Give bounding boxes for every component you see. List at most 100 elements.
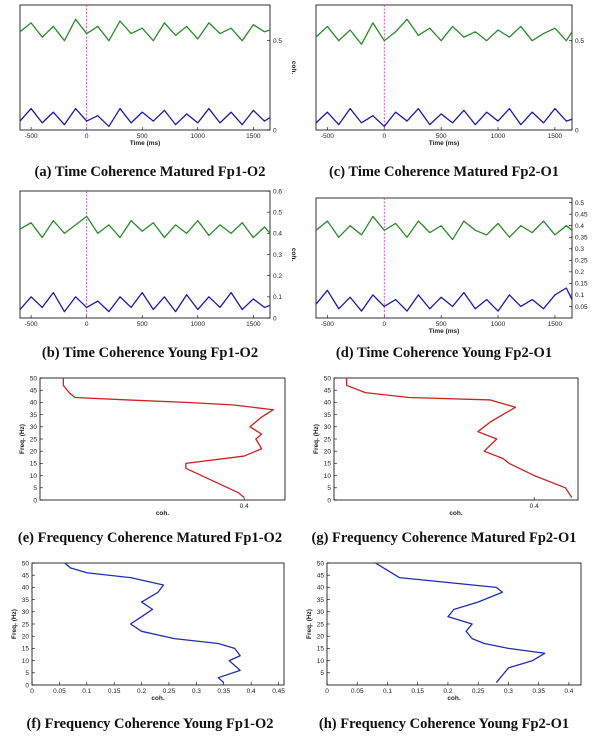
y-tick-label: 40	[22, 585, 30, 592]
y-tick-label: 15	[22, 646, 30, 653]
y-tick-label: 45	[324, 388, 332, 395]
x-axis-label: coh.	[156, 510, 170, 517]
x-tick-label: -500	[321, 133, 334, 140]
plot-frame	[333, 377, 579, 501]
series-line-1	[19, 18, 271, 42]
chart-a: -500 0 500 1000 1500 0 0.5 Time (ms) coh.	[19, 4, 297, 147]
x-tick-label: 0.25	[163, 688, 176, 695]
chart-d: -500 0 500 1000 1500 0.05 0.1 0.15 0.2 0.25 0.3 0.3…	[315, 197, 594, 335]
series-line-2	[19, 291, 271, 313]
y-tick-label: 40	[317, 585, 325, 592]
y-tick-label: 0.5	[575, 200, 584, 207]
x-tick-label: 0.1	[82, 688, 91, 695]
x-tick-label: 1500	[548, 133, 563, 140]
y-tick-label: 0.3	[273, 252, 282, 259]
y-tick-label: 50	[22, 560, 30, 567]
plot-frame	[39, 377, 286, 501]
x-tick-label: 500	[137, 321, 148, 328]
x-tick-label: 1500	[548, 321, 563, 328]
x-tick-label: 1000	[191, 133, 206, 140]
y-tick-label: 0.5	[273, 38, 282, 45]
x-tick-label: 0	[85, 321, 89, 328]
plot-frame	[31, 562, 285, 686]
y-tick-label: 20	[324, 449, 332, 456]
y-tick-label: 35	[30, 412, 38, 419]
caption-e: (e) Frequency Coherence Matured Fp1-O2	[18, 530, 282, 546]
y-tick-label: 50	[324, 375, 332, 382]
x-tick-label: 0.4	[530, 503, 539, 510]
chart-h: 0 0.05 0.1 0.15 0.2 0.25 0.3 0.35 0.4 5 10 15 20 25 30…	[306, 560, 582, 702]
y-axis-label: Freq. (Hz)	[313, 424, 320, 454]
x-tick-label: 1500	[246, 133, 261, 140]
caption-h: (h) Frequency Coherence Young Fp2-O1	[319, 716, 569, 732]
plot-frame	[326, 562, 582, 686]
y-tick-label: 25	[317, 621, 325, 628]
y-tick-label: 5	[320, 670, 324, 677]
y-tick-label: 35	[317, 597, 325, 604]
x-tick-label: 1000	[191, 321, 206, 328]
x-tick-label: 500	[137, 133, 148, 140]
x-tick-label: 0.05	[53, 688, 66, 695]
series-line-2	[315, 287, 573, 312]
plot-frame	[315, 4, 573, 131]
series-line-1	[315, 18, 573, 45]
y-tick-label: 0.5	[575, 38, 584, 45]
y-tick-label: 0	[25, 682, 29, 689]
y-tick-label: 0.45	[575, 211, 588, 218]
y-tick-label: 0.15	[575, 281, 588, 288]
x-tick-label: 0	[325, 688, 329, 695]
x-axis-label: coh.	[447, 695, 461, 702]
series-line-1	[64, 562, 241, 684]
y-axis-label: Freq. (Hz)	[19, 424, 26, 454]
y-tick-label: 0.2	[273, 273, 282, 280]
series-line-1	[345, 378, 573, 498]
x-tick-label: 1500	[246, 321, 261, 328]
x-tick-label: 0.15	[411, 688, 424, 695]
y-tick-label: 45	[317, 573, 325, 580]
y-tick-label: 0.6	[273, 188, 282, 195]
y-tick-label: 0.4	[273, 231, 282, 238]
y-tick-label: 15	[30, 461, 38, 468]
x-tick-label: 0.3	[192, 688, 201, 695]
y-axis-label: Freq. (Hz)	[11, 609, 18, 639]
y-axis-label: coh.	[290, 61, 297, 75]
y-tick-label: 0.1	[273, 294, 282, 301]
series-line-1	[19, 215, 271, 239]
x-tick-label: 0.15	[108, 688, 121, 695]
plot-frame	[315, 197, 573, 319]
y-tick-label: 10	[22, 658, 30, 665]
chart-f: 0 0.05 0.1 0.15 0.2 0.25 0.3 0.35 0.4 0.45 0 5 10 15 2…	[11, 560, 285, 702]
x-tick-label: -500	[321, 321, 334, 328]
y-tick-label: 40	[30, 400, 38, 407]
caption-c: (c) Time Coherence Matured Fp2-O1	[329, 164, 559, 180]
caption-d: (d) Time Coherence Young Fp2-O1	[336, 345, 552, 361]
x-tick-label: 0.2	[137, 688, 146, 695]
y-tick-label: 0	[575, 127, 579, 134]
y-tick-label: 50	[30, 375, 38, 382]
x-axis-label: Time (ms)	[130, 140, 161, 147]
x-tick-label: -500	[25, 133, 38, 140]
chart-c: -500 0 500 1000 1500 0 0.5 Time (ms) coh.	[315, 4, 594, 147]
y-axis-label: coh.	[592, 251, 594, 265]
y-tick-label: 45	[30, 388, 38, 395]
chart-b: -500 0 500 1000 1500 0 0.1 0.2 0.3 0.4 0.5 0.6 coh.	[19, 188, 297, 328]
y-tick-label: 5	[327, 485, 331, 492]
x-tick-label: 0.35	[532, 688, 545, 695]
caption-g: (g) Frequency Coherence Matured Fp2-O1	[312, 530, 577, 546]
y-axis-label: coh.	[592, 61, 594, 75]
x-tick-label: 0.05	[351, 688, 364, 695]
y-tick-label: 30	[30, 424, 38, 431]
caption-b: (b) Time Coherence Young Fp1-O2	[42, 345, 258, 361]
y-tick-label: 25	[22, 621, 30, 628]
series-line-2	[315, 107, 573, 128]
y-tick-label: 30	[324, 424, 332, 431]
y-tick-label: 0.25	[575, 258, 588, 265]
x-tick-label: 0.4	[240, 503, 249, 510]
chart-e: 0.4 0 5 10 15 20 25 30 35 40 45 50 coh. Freq. (Hz)	[19, 375, 286, 517]
x-tick-label: 0.2	[443, 688, 452, 695]
x-axis-label: coh.	[449, 510, 463, 517]
y-tick-label: 30	[317, 609, 325, 616]
x-tick-label: 0.35	[217, 688, 230, 695]
y-tick-label: 0.05	[575, 304, 588, 311]
